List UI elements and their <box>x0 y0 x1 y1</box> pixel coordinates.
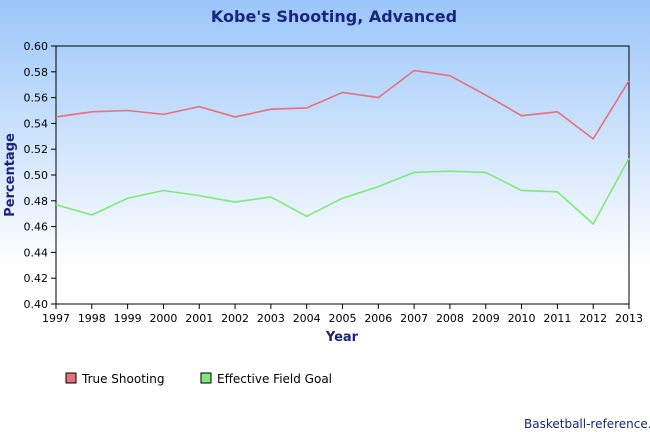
x-tick-label: 1998 <box>78 312 106 325</box>
y-tick-label: 0.52 <box>24 143 49 156</box>
x-tick-label: 2004 <box>293 312 321 325</box>
series-line-1 <box>55 157 630 225</box>
x-tick-label: 2001 <box>185 312 213 325</box>
legend-item: Effective Field Goal <box>200 372 332 386</box>
x-axis-title: Year <box>325 330 359 345</box>
x-tick-label: 1997 <box>42 312 70 325</box>
legend-item: True Shooting <box>65 372 164 386</box>
legend-label: Effective Field Goal <box>217 372 332 386</box>
chart-title: Kobe's Shooting, Advanced <box>211 7 457 26</box>
x-tick-label: 2005 <box>329 312 357 325</box>
y-tick-label: 0.50 <box>24 169 49 182</box>
legend-swatch <box>65 372 77 384</box>
y-tick-label: 0.44 <box>24 246 49 259</box>
series-lines <box>55 69 630 225</box>
source-credit: Basketball-reference. <box>524 417 650 431</box>
y-axis-title: Percentage <box>3 133 18 217</box>
y-tick-label: 0.58 <box>24 66 49 79</box>
x-tick-label: 2007 <box>400 312 428 325</box>
x-axis-ticks: 1997 1998 1999 2000 2001 2002 2003 2004 2005 2006… <box>42 304 643 325</box>
series-line-0 <box>55 69 630 140</box>
legend-label: True Shooting <box>81 372 164 386</box>
x-tick-label: 2006 <box>364 312 392 325</box>
x-tick-label: 2000 <box>149 312 177 325</box>
y-tick-label: 0.40 <box>24 298 49 311</box>
x-tick-label: 2009 <box>472 312 500 325</box>
x-tick-label: 2011 <box>543 312 571 325</box>
x-tick-label: 2010 <box>508 312 536 325</box>
y-tick-label: 0.46 <box>24 221 49 234</box>
y-axis-ticks: 0.60 0.58 0.56 0.54 0.52 0.50 0.48 0.46 0.44 0.42… <box>24 40 56 311</box>
y-tick-label: 0.56 <box>24 92 49 105</box>
x-tick-label: 2012 <box>579 312 607 325</box>
y-tick-label: 0.48 <box>24 195 49 208</box>
y-tick-label: 0.60 <box>24 40 49 53</box>
legend-swatch <box>200 372 212 384</box>
x-tick-label: 2008 <box>436 312 464 325</box>
x-tick-label: 2013 <box>615 312 643 325</box>
y-tick-label: 0.54 <box>24 117 49 130</box>
x-tick-label: 2002 <box>221 312 249 325</box>
x-tick-label: 1999 <box>114 312 142 325</box>
x-tick-label: 2003 <box>257 312 285 325</box>
legend: True Shooting Effective Field Goal <box>65 372 332 386</box>
y-tick-label: 0.42 <box>24 272 49 285</box>
